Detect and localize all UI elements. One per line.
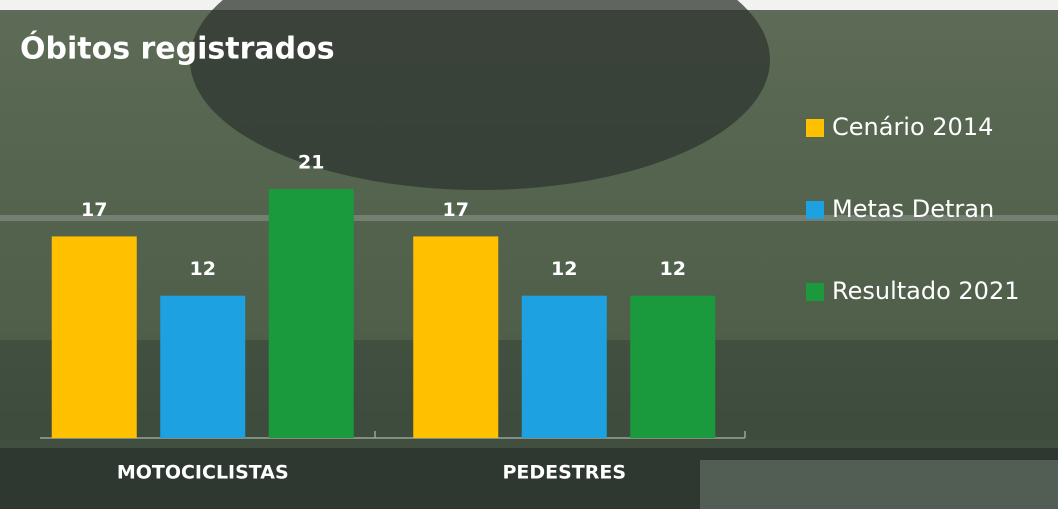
chart-title: Óbitos registrados (20, 30, 335, 67)
legend-swatch (806, 119, 824, 137)
bar (160, 295, 246, 438)
value-label: 12 (551, 258, 577, 280)
photo-line (0, 215, 1058, 221)
bar (630, 295, 716, 438)
value-label: 12 (660, 258, 686, 280)
legend-label: Metas Detran (832, 195, 994, 223)
x-tick-label: PEDESTRES (502, 462, 626, 484)
legend-label: Cenário 2014 (832, 113, 993, 141)
value-label: 21 (298, 152, 324, 174)
photo-band (700, 460, 1058, 509)
bar (51, 236, 137, 438)
value-label: 17 (81, 199, 107, 221)
x-tick-label: MOTOCICLISTAS (117, 462, 289, 484)
bar (268, 189, 354, 438)
bar (413, 236, 499, 438)
value-label: 17 (443, 199, 469, 221)
legend-swatch (806, 201, 824, 219)
photo-shape (190, 0, 770, 190)
bar (521, 295, 607, 438)
value-label: 12 (190, 258, 216, 280)
legend-swatch (806, 283, 824, 301)
legend-label: Resultado 2021 (832, 277, 1020, 305)
